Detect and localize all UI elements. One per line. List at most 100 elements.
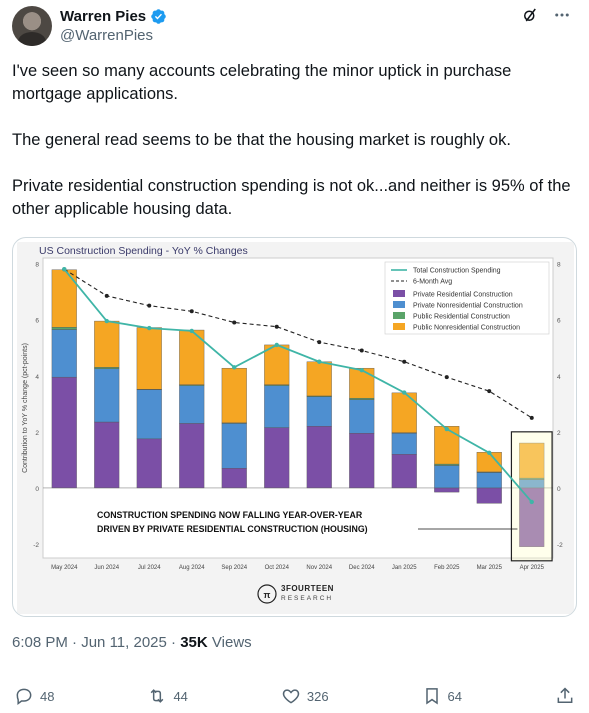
y-tick-label-right: -2 [557, 542, 563, 549]
bar-public-residential [94, 367, 120, 369]
x-tick-label: Nov 2024 [306, 565, 332, 571]
tweet-media-chart[interactable]: US Construction Spending - YoY % Changes… [12, 237, 577, 617]
bar-private-residential [51, 376, 77, 489]
meta-separator: · [72, 634, 82, 651]
reply-count: 48 [40, 688, 55, 704]
bar-public-nonresidential [94, 320, 120, 368]
total-point [62, 267, 67, 272]
bar-private-nonresidential [391, 433, 417, 455]
bar-public-nonresidential [349, 367, 375, 399]
bar-private-residential [94, 421, 120, 489]
construction-spending-chart: US Construction Spending - YoY % Changes… [17, 242, 574, 614]
total-point [317, 359, 322, 364]
y-tick-label: 6 [35, 318, 39, 325]
bar-private-nonresidential [136, 389, 162, 440]
view-count: 35K [180, 634, 208, 651]
y-tick-label: 4 [35, 374, 39, 381]
bar-public-nonresidential [264, 344, 290, 385]
legend-label: Private Nonresidential Construction [413, 303, 523, 310]
legend-avg-label: 6-Month Avg [413, 279, 452, 286]
y-tick-label-right: 4 [557, 374, 561, 381]
avg-point [402, 359, 407, 364]
watermark-logo-glyph: π [264, 590, 271, 600]
repost-count: 44 [173, 688, 188, 704]
bar-private-residential [264, 427, 290, 489]
bar-private-nonresidential [179, 385, 205, 424]
total-point [359, 367, 364, 373]
y-tick-label: 8 [35, 262, 39, 269]
avatar[interactable] [12, 6, 52, 46]
more-options-icon[interactable] [553, 6, 571, 24]
bar-private-residential [391, 454, 417, 489]
watermark-logo [257, 584, 277, 604]
share-button[interactable] [555, 686, 575, 706]
author-name[interactable]: Warren Pies [60, 8, 147, 25]
total-point [104, 318, 109, 324]
legend-label: Public Nonresidential Construction [413, 325, 520, 332]
y-axis-label: Contribution to YoY % change (pct-points… [22, 343, 29, 473]
action-bar: 48 44 326 64 [14, 684, 575, 708]
author-handle[interactable]: @WarrenPies [60, 27, 154, 44]
x-tick-label: Feb 2025 [434, 565, 460, 571]
legend-swatch [393, 323, 405, 330]
like-button[interactable]: 326 [281, 686, 329, 706]
tweet-paragraph-3: Private residential construction spendin… [12, 177, 571, 218]
tweet-time[interactable]: 6:08 PM [12, 634, 68, 651]
annotation-line-1: CONSTRUCTION SPENDING NOW FALLING YEAR-O… [97, 510, 363, 520]
reply-button[interactable]: 48 [14, 686, 54, 706]
avg-point [104, 293, 109, 298]
total-line [63, 268, 533, 503]
highlight-box [510, 431, 553, 562]
tweet-paragraph-2: The general read seems to be that the ho… [12, 131, 511, 149]
avg-point [529, 415, 534, 420]
x-tick-label: Jun 2024 [94, 565, 119, 571]
y-tick-label: 2 [35, 430, 39, 437]
legend-label: Private Residential Construction [413, 292, 513, 299]
bar-public-nonresidential [306, 361, 332, 397]
bar-private-residential [136, 438, 162, 489]
x-tick-label: Aug 2024 [179, 565, 205, 571]
bookmark-button[interactable]: 64 [422, 686, 462, 706]
total-point [232, 365, 237, 370]
tweet-date[interactable]: Jun 11, 2025 [81, 634, 167, 651]
bar-private-nonresidential [94, 368, 120, 423]
bar-private-residential [434, 487, 460, 493]
chart-title: US Construction Spending - YoY % Changes [39, 245, 248, 257]
x-tick-label: Sep 2024 [221, 565, 247, 571]
y-tick-label-right: 8 [557, 262, 561, 269]
bar-public-nonresidential [179, 329, 205, 385]
y-tick-label-right: 2 [557, 430, 561, 437]
bar-private-nonresidential [221, 423, 247, 469]
bookmark-count: 64 [447, 688, 463, 704]
tweet-header: Warren Pies @WarrenPies [12, 6, 577, 50]
bar-private-nonresidential [349, 399, 375, 434]
views-label: Views [211, 634, 252, 651]
tweet-text: I've seen so many accounts celebrating t… [12, 60, 578, 244]
total-point [189, 328, 194, 334]
bar-private-nonresidential [476, 472, 502, 489]
repost-button[interactable]: 44 [147, 686, 188, 706]
bar-public-residential [434, 463, 460, 466]
bar-public-nonresidential [221, 367, 247, 424]
y-tick-label: -2 [33, 542, 39, 549]
bar-private-residential [306, 426, 332, 489]
annotation-line-2: DRIVEN BY PRIVATE RESIDENTIAL CONSTRUCTI… [97, 524, 368, 534]
avg-point [232, 320, 237, 325]
x-tick-label: Apr 2025 [520, 565, 545, 571]
avg-point [359, 348, 364, 353]
share-icon [557, 687, 573, 703]
legend-total-label: Total Construction Spending [413, 268, 501, 275]
avg-point [274, 324, 279, 329]
tweet-paragraph-1: I've seen so many accounts celebrating t… [12, 62, 512, 103]
grok-icon[interactable] [521, 6, 539, 24]
author-name-row: Warren Pies [60, 8, 167, 25]
avg-point [444, 375, 449, 380]
header-icons [521, 6, 571, 24]
watermark-text: 3FOURTEEN [281, 584, 334, 593]
watermark-subtext: RESEARCH [281, 595, 333, 602]
bar-public-nonresidential [136, 327, 162, 390]
like-count: 326 [306, 688, 329, 704]
x-tick-label: Jan 2025 [392, 565, 417, 571]
bar-private-residential [221, 468, 247, 489]
bar-private-nonresidential [264, 385, 290, 428]
